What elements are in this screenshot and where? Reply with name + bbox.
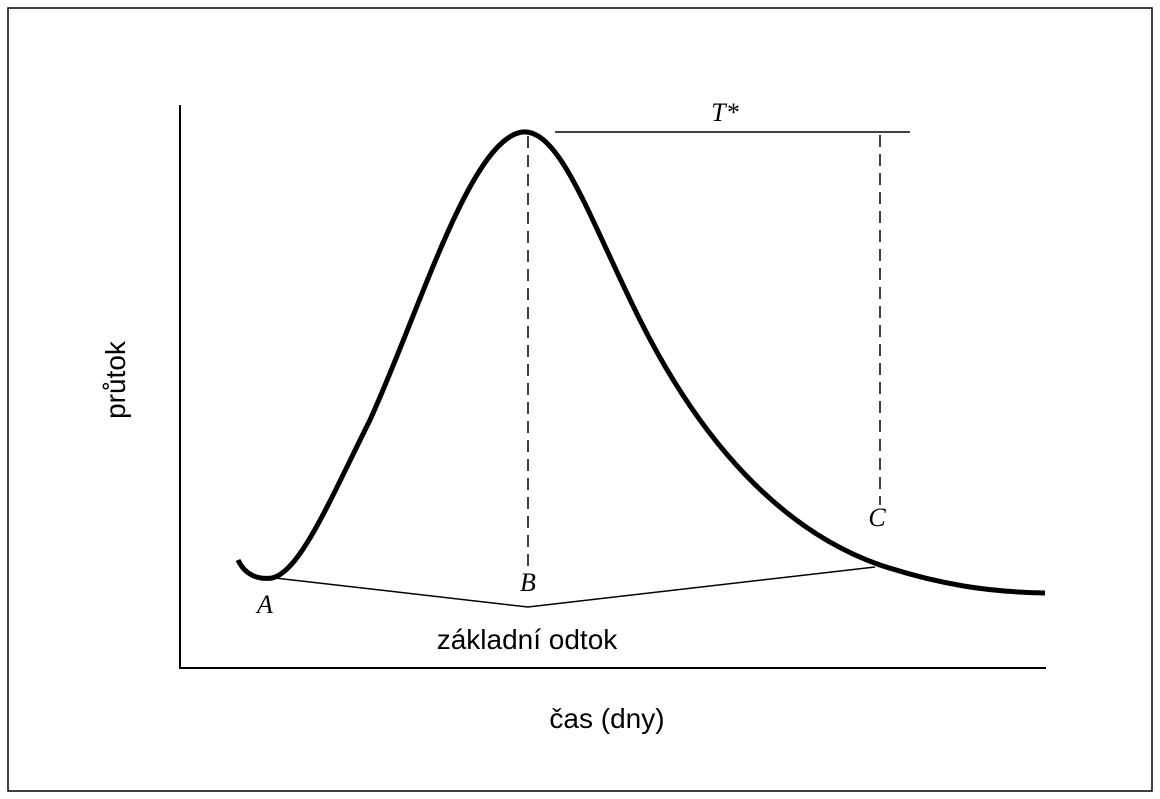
point-label: C <box>868 503 886 532</box>
duration-label: T* <box>711 98 738 127</box>
baseflow-label: základní odtok <box>437 624 619 655</box>
baseflow-line <box>274 566 876 608</box>
hydrograph-curve <box>235 129 1046 596</box>
y-axis-label: průtok <box>100 340 131 419</box>
x-axis-label: čas (dny) <box>549 703 664 734</box>
frame <box>7 7 1153 792</box>
point-label: B <box>520 568 536 597</box>
point-label: A <box>255 590 273 619</box>
